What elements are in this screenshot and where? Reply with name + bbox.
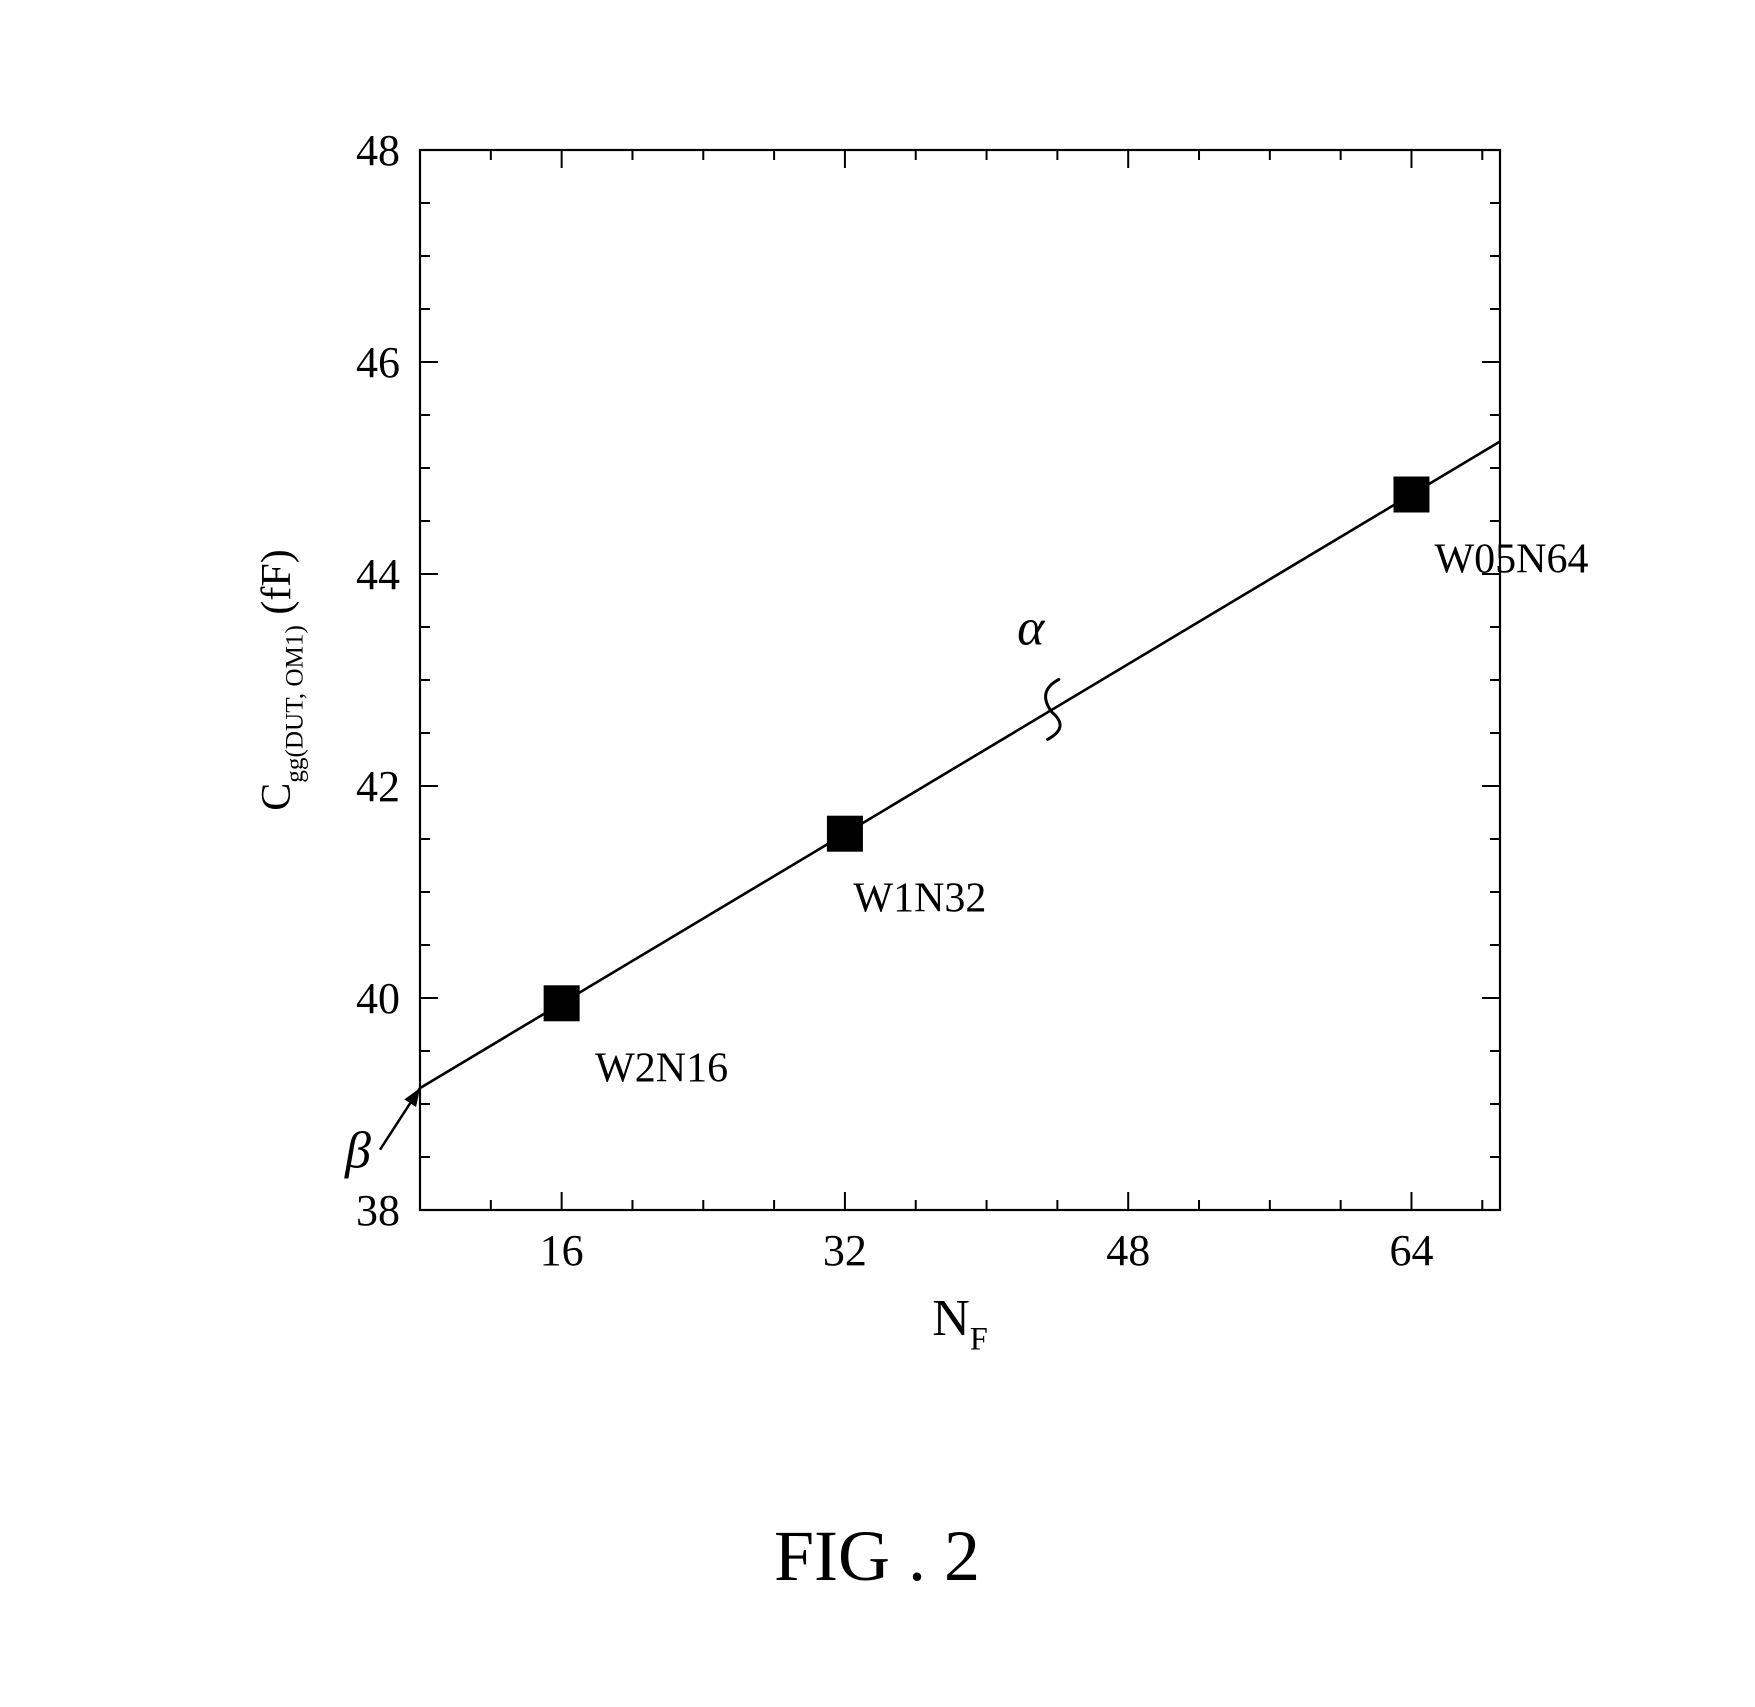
x-tick-label: 32 [823,1226,867,1275]
y-tick-label: 42 [356,762,400,811]
alpha-label: α [1017,599,1046,656]
y-tick-label: 40 [356,974,400,1023]
data-point-label: W05N64 [1434,537,1588,583]
chart-svg: 16 32 48 64 38 40 42 44 46 48 NF Cgg(DUT, OM1) (fF)… [0,0,1755,1707]
data-point [544,985,580,1021]
y-axis-label: Cgg(DUT, OM1) (fF) [254,549,309,810]
y-tick-label: 44 [356,550,400,599]
x-tick-label: 16 [540,1226,584,1275]
figure-label: FIG . 2 [774,1516,980,1596]
y-tick-label: 48 [356,126,400,175]
x-tick-label: 48 [1106,1226,1150,1275]
y-tick-label: 46 [356,338,400,387]
beta-label: β [344,1123,371,1180]
x-axis-label: NF [932,1290,988,1357]
beta-arrow-head [404,1088,420,1107]
data-point-label: W2N16 [595,1045,728,1091]
y-tick-label: 38 [356,1186,400,1235]
plot-area [420,150,1500,1210]
data-point [1393,477,1429,513]
data-point [827,816,863,852]
data-point-label: W1N32 [853,876,986,922]
x-tick-label: 64 [1389,1226,1433,1275]
